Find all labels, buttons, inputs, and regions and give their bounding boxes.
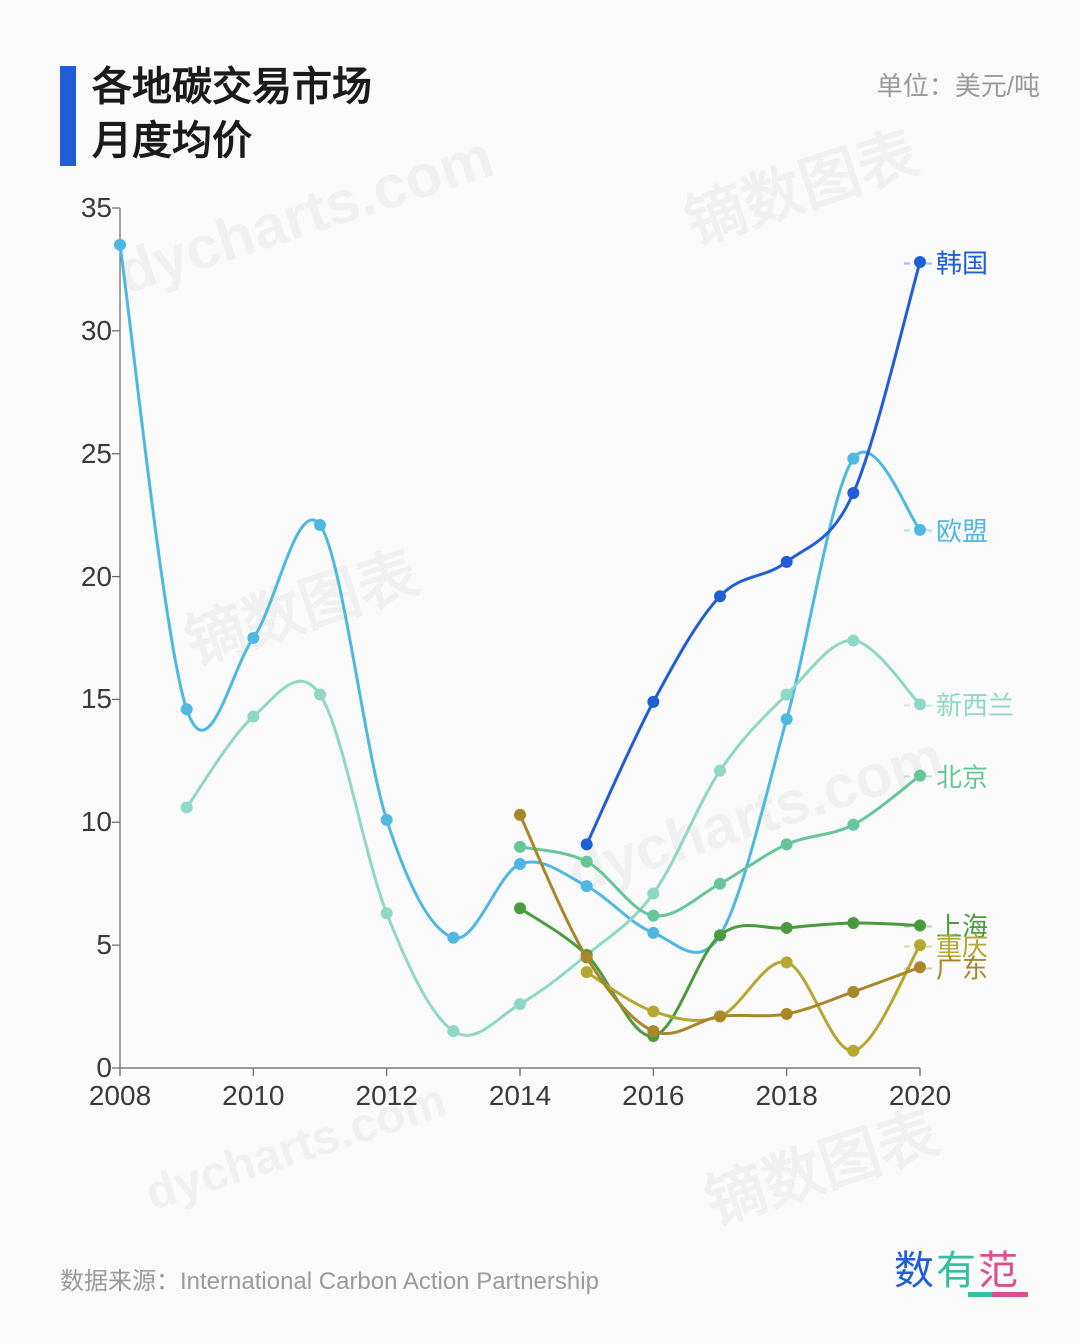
y-tick-label: 35 xyxy=(60,192,112,224)
series-marker xyxy=(714,878,726,890)
series-marker xyxy=(847,917,859,929)
series-marker xyxy=(714,590,726,602)
series-marker xyxy=(647,927,659,939)
series-marker xyxy=(247,711,259,723)
series-marker xyxy=(781,1008,793,1020)
source-label: 数据来源：International Carbon Action Partner… xyxy=(60,1261,599,1296)
brand-logo: 数有范 xyxy=(894,1238,1020,1296)
chart-title: 各地碳交易市场 月度均价 xyxy=(92,60,372,168)
series-marker xyxy=(514,841,526,853)
title-line-1: 各地碳交易市场 xyxy=(92,60,372,114)
series-marker xyxy=(314,689,326,701)
series-marker xyxy=(447,932,459,944)
series-marker xyxy=(847,986,859,998)
series-marker xyxy=(714,765,726,777)
series-label-新西兰: 新西兰 xyxy=(928,686,1014,723)
title-accent-bar xyxy=(60,66,76,166)
series-marker xyxy=(781,956,793,968)
series-marker xyxy=(847,1045,859,1057)
series-label-广东: 广东 xyxy=(928,949,988,986)
series-marker xyxy=(647,888,659,900)
series-marker xyxy=(381,907,393,919)
title-line-2: 月度均价 xyxy=(92,114,372,168)
series-marker xyxy=(781,922,793,934)
series-marker xyxy=(114,239,126,251)
series-label-韩国: 韩国 xyxy=(928,244,988,281)
series-marker xyxy=(847,819,859,831)
series-marker xyxy=(514,809,526,821)
series-line-韩国 xyxy=(587,262,920,844)
series-marker xyxy=(514,902,526,914)
y-tick-label: 20 xyxy=(60,561,112,593)
series-marker xyxy=(714,1010,726,1022)
series-marker xyxy=(647,696,659,708)
x-tick-label: 2018 xyxy=(756,1080,818,1112)
series-marker xyxy=(581,966,593,978)
chart-area: 05101520253035 2008201020122014201620182… xyxy=(60,208,1040,1108)
series-marker xyxy=(647,1025,659,1037)
series-marker xyxy=(647,1005,659,1017)
series-marker xyxy=(781,689,793,701)
footer: 数据来源：International Carbon Action Partner… xyxy=(60,1238,1020,1296)
y-tick-label: 15 xyxy=(60,683,112,715)
y-tick-label: 5 xyxy=(60,929,112,961)
series-marker xyxy=(581,856,593,868)
header: 各地碳交易市场 月度均价 单位：美元/吨 xyxy=(60,60,1040,168)
unit-label: 单位：美元/吨 xyxy=(877,66,1040,103)
x-tick-label: 2014 xyxy=(489,1080,551,1112)
series-label-北京: 北京 xyxy=(928,757,988,794)
series-marker xyxy=(314,519,326,531)
series-marker xyxy=(581,838,593,850)
series-line-重庆 xyxy=(587,945,920,1051)
series-marker xyxy=(781,556,793,568)
x-tick-label: 2012 xyxy=(356,1080,418,1112)
x-tick-label: 2020 xyxy=(889,1080,951,1112)
series-label-欧盟: 欧盟 xyxy=(928,511,988,548)
title-block: 各地碳交易市场 月度均价 xyxy=(60,60,372,168)
series-marker xyxy=(714,929,726,941)
plot-region xyxy=(120,208,920,1068)
series-marker xyxy=(514,858,526,870)
series-marker xyxy=(181,802,193,814)
series-marker xyxy=(581,951,593,963)
series-marker xyxy=(847,453,859,465)
series-marker xyxy=(514,998,526,1010)
plot-svg xyxy=(120,208,920,1068)
y-tick-label: 25 xyxy=(60,438,112,470)
series-marker xyxy=(781,838,793,850)
series-marker xyxy=(781,713,793,725)
series-marker xyxy=(181,703,193,715)
series-marker xyxy=(447,1025,459,1037)
y-tick-label: 30 xyxy=(60,315,112,347)
x-tick-label: 2016 xyxy=(622,1080,684,1112)
series-marker xyxy=(381,814,393,826)
series-marker xyxy=(647,910,659,922)
series-marker xyxy=(847,634,859,646)
x-tick-label: 2010 xyxy=(222,1080,284,1112)
x-tick-label: 2008 xyxy=(89,1080,151,1112)
series-marker xyxy=(847,487,859,499)
series-line-北京 xyxy=(520,776,920,916)
series-marker xyxy=(581,880,593,892)
y-tick-label: 10 xyxy=(60,806,112,838)
series-marker xyxy=(247,632,259,644)
